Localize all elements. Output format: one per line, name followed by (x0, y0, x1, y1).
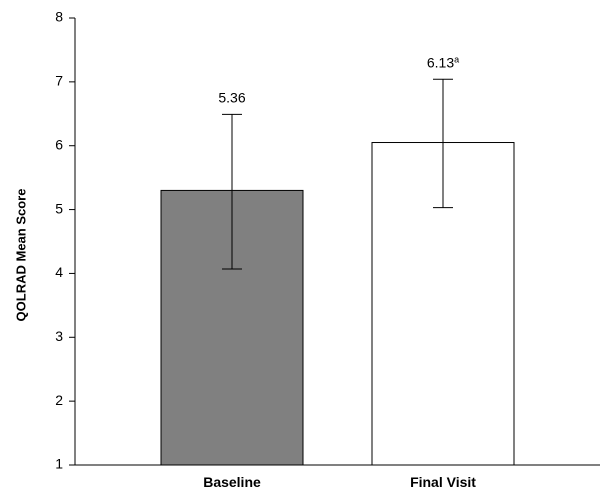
data-label-superscript: a (454, 54, 459, 64)
y-tick-label: 2 (55, 392, 63, 408)
y-tick-label: 7 (55, 73, 63, 89)
y-tick-label: 8 (55, 9, 63, 25)
x-category-label: Baseline (203, 474, 261, 490)
data-label: 5.36 (218, 89, 245, 105)
x-category-label: Final Visit (410, 474, 476, 490)
y-tick-label: 4 (55, 264, 63, 280)
y-tick-label: 6 (55, 136, 63, 152)
y-tick-label: 1 (55, 456, 63, 472)
y-tick-label: 3 (55, 328, 63, 344)
data-label: 6.13a (427, 54, 459, 70)
y-axis-title: QOLRAD Mean Score (13, 189, 28, 322)
y-tick-label: 5 (55, 200, 63, 216)
